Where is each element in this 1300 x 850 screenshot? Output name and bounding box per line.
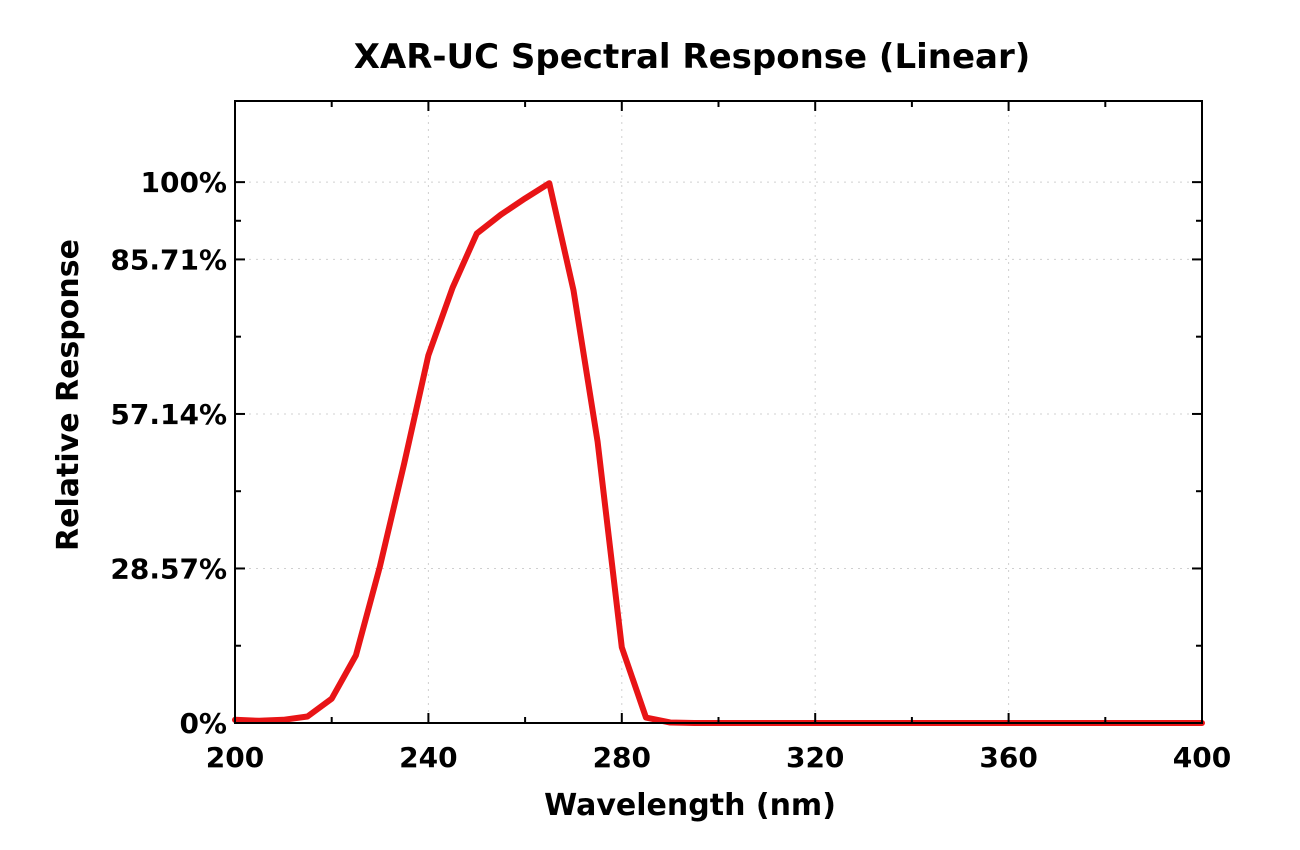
y-tick-label: 100% [140, 166, 227, 199]
y-tick-label: 85.71% [110, 243, 227, 276]
x-tick-label: 280 [593, 741, 651, 774]
x-axis-tick-labels: 200 240 280 320 360 400 [206, 741, 1231, 774]
axis-ticks [234, 101, 1203, 724]
x-tick-label: 360 [979, 741, 1037, 774]
x-tick-label: 320 [786, 741, 844, 774]
y-tick-label: 28.57% [110, 552, 227, 585]
chart-title: XAR-UC Spectral Response (Linear) [354, 37, 1031, 77]
x-tick-label: 200 [206, 741, 264, 774]
y-axis-tick-labels: 0% 28.57% 57.14% 85.71% 100% [110, 166, 227, 740]
gridlines [235, 101, 1202, 723]
x-tick-label: 240 [399, 741, 457, 774]
y-tick-label: 0% [179, 707, 227, 740]
plot-area-frame [234, 100, 1203, 724]
y-axis-label: Relative Response [51, 239, 86, 551]
x-axis-label: Wavelength (nm) [544, 788, 836, 823]
response-curve-line [232, 180, 1205, 726]
y-tick-label: 57.14% [110, 398, 227, 431]
x-tick-label: 400 [1173, 741, 1231, 774]
